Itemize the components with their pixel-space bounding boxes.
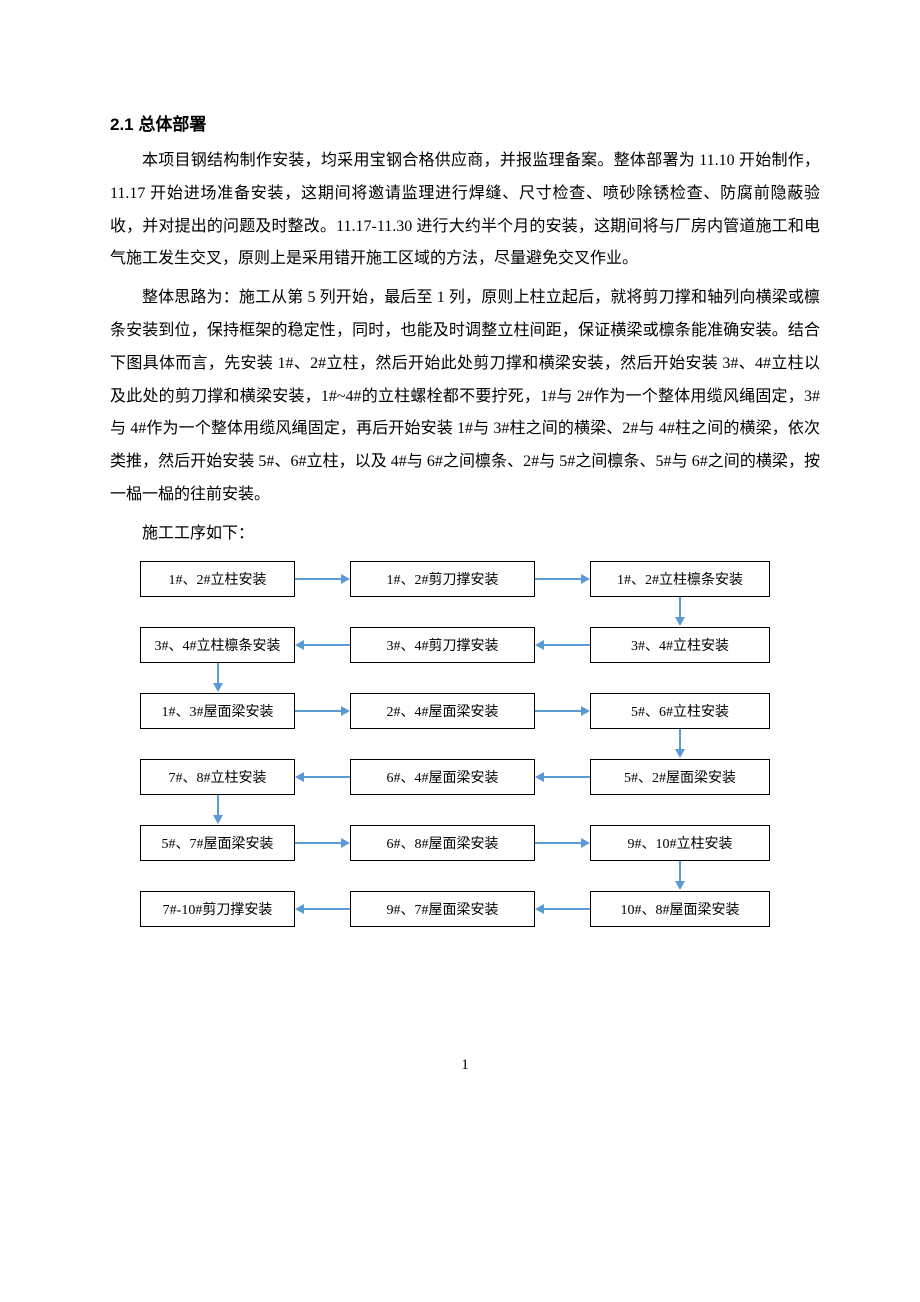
flowchart-node: 7#、8#立柱安装 bbox=[140, 759, 295, 795]
arrow-left-icon bbox=[295, 904, 350, 914]
flowchart-node: 9#、7#屋面梁安装 bbox=[350, 891, 535, 927]
arrow-down-icon bbox=[213, 663, 223, 693]
flowchart-row: 7#-10#剪刀撑安装 9#、7#屋面梁安装 10#、8#屋面梁安装 bbox=[140, 891, 820, 927]
arrow-down-icon bbox=[675, 861, 685, 891]
arrow-right-icon bbox=[295, 706, 350, 716]
arrow-right-icon bbox=[535, 706, 590, 716]
flowchart-connector-row bbox=[140, 795, 820, 825]
flowchart-node: 3#、4#立柱檩条安装 bbox=[140, 627, 295, 663]
flowchart-node: 1#、3#屋面梁安装 bbox=[140, 693, 295, 729]
arrow-left-icon bbox=[535, 904, 590, 914]
arrow-right-icon bbox=[535, 838, 590, 848]
flowchart-connector-row bbox=[140, 597, 820, 627]
flowchart-row: 3#、4#立柱檩条安装 3#、4#剪刀撑安装 3#、4#立柱安装 bbox=[140, 627, 820, 663]
flowchart-node: 3#、4#立柱安装 bbox=[590, 627, 770, 663]
flowchart-row: 7#、8#立柱安装 6#、4#屋面梁安装 5#、2#屋面梁安装 bbox=[140, 759, 820, 795]
arrow-left-icon bbox=[535, 640, 590, 650]
document-page: 2.1 总体部署 本项目钢结构制作安装，均采用宝钢合格供应商，并报监理备案。整体… bbox=[0, 0, 920, 1134]
arrow-down-icon bbox=[213, 795, 223, 825]
arrow-right-icon bbox=[295, 574, 350, 584]
flowchart-node: 1#、2#立柱安装 bbox=[140, 561, 295, 597]
flowchart-node: 1#、2#立柱檩条安装 bbox=[590, 561, 770, 597]
paragraph-2: 整体思路为：施工从第 5 列开始，最后至 1 列，原则上柱立起后，就将剪刀撑和轴… bbox=[110, 282, 820, 512]
flowchart-connector-row bbox=[140, 861, 820, 891]
arrow-down-icon bbox=[675, 597, 685, 627]
flowchart-node: 5#、7#屋面梁安装 bbox=[140, 825, 295, 861]
arrow-left-icon bbox=[535, 772, 590, 782]
flowchart: 1#、2#立柱安装 1#、2#剪刀撑安装 1#、2#立柱檩条安装 3#、4#立柱檩条安… bbox=[140, 561, 820, 927]
flowchart-node: 2#、4#屋面梁安装 bbox=[350, 693, 535, 729]
flowchart-node: 3#、4#剪刀撑安装 bbox=[350, 627, 535, 663]
arrow-right-icon bbox=[535, 574, 590, 584]
flowchart-node: 10#、8#屋面梁安装 bbox=[590, 891, 770, 927]
paragraph-1: 本项目钢结构制作安装，均采用宝钢合格供应商，并报监理备案。整体部署为 11.10… bbox=[110, 145, 820, 276]
flowchart-row: 1#、3#屋面梁安装 2#、4#屋面梁安装 5#、6#立柱安装 bbox=[140, 693, 820, 729]
flowchart-node: 7#-10#剪刀撑安装 bbox=[140, 891, 295, 927]
page-number: 1 bbox=[110, 1057, 820, 1074]
flowchart-node: 5#、6#立柱安装 bbox=[590, 693, 770, 729]
procedure-label: 施工工序如下： bbox=[110, 518, 820, 551]
flowchart-node: 5#、2#屋面梁安装 bbox=[590, 759, 770, 795]
flowchart-row: 5#、7#屋面梁安装 6#、8#屋面梁安装 9#、10#立柱安装 bbox=[140, 825, 820, 861]
flowchart-connector-row bbox=[140, 729, 820, 759]
flowchart-node: 9#、10#立柱安装 bbox=[590, 825, 770, 861]
arrow-down-icon bbox=[675, 729, 685, 759]
flowchart-node: 6#、4#屋面梁安装 bbox=[350, 759, 535, 795]
arrow-left-icon bbox=[295, 640, 350, 650]
flowchart-row: 1#、2#立柱安装 1#、2#剪刀撑安装 1#、2#立柱檩条安装 bbox=[140, 561, 820, 597]
flowchart-node: 1#、2#剪刀撑安装 bbox=[350, 561, 535, 597]
flowchart-node: 6#、8#屋面梁安装 bbox=[350, 825, 535, 861]
arrow-left-icon bbox=[295, 772, 350, 782]
flowchart-connector-row bbox=[140, 663, 820, 693]
arrow-right-icon bbox=[295, 838, 350, 848]
section-heading: 2.1 总体部署 bbox=[110, 110, 820, 135]
